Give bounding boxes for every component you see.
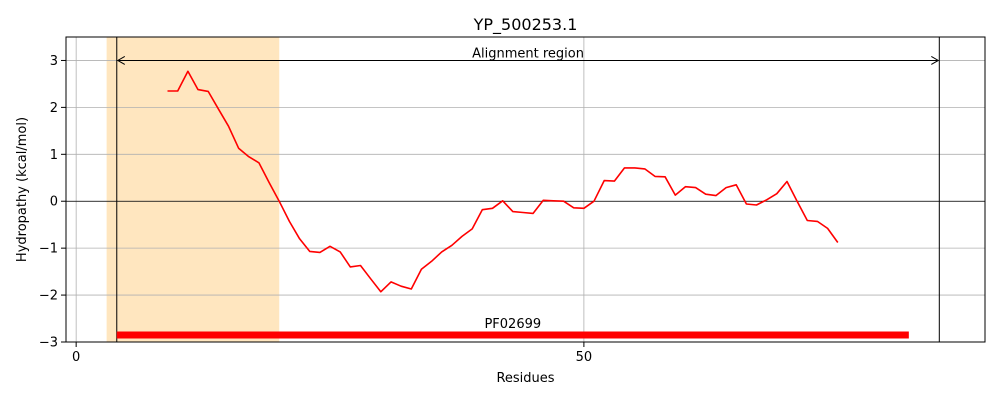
shaded-region-layer (106, 37, 280, 342)
y-tick-label: 2 (50, 101, 58, 116)
domain-label: PF02699 (484, 317, 541, 332)
x-axis-label: Residues (496, 371, 554, 386)
alignment-region-label: Alignment region (472, 46, 584, 61)
plot-frame (65, 36, 986, 343)
alignment-arrow-left-head (116, 56, 126, 65)
alignment-arrow-right-head (931, 56, 940, 65)
hydropathy-series-line (167, 70, 839, 293)
shaded-region (106, 37, 280, 342)
y-tick-label: −3 (39, 336, 58, 351)
y-axis-label: Hydropathy (kcal/mol) (15, 117, 30, 262)
y-tick-label: 3 (50, 54, 58, 69)
y-tick-label: 0 (50, 195, 58, 210)
y-tick-label: −1 (39, 242, 58, 257)
chart-title: YP_500253.1 (473, 15, 578, 35)
ticks-layer: 0 50 −3 −2 −1 0 1 2 3 (39, 54, 592, 365)
annotation-layer: Alignment region PF02699 (116, 37, 940, 342)
x-tick-label: 50 (576, 350, 593, 365)
x-tick-label: 0 (72, 350, 80, 365)
series-layer (167, 70, 839, 293)
y-tick-label: −2 (39, 289, 58, 304)
y-tick-label: 1 (50, 148, 58, 163)
